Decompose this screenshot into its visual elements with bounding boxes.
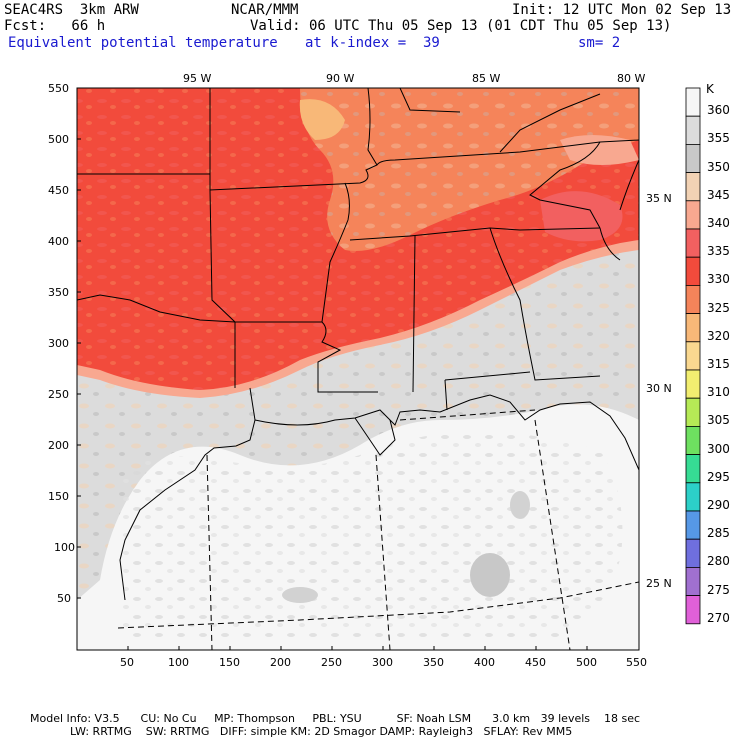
y-tick-label: 50 — [57, 592, 71, 605]
lon-label: 85 W — [472, 72, 501, 85]
colorbar-swatch — [685, 595, 701, 625]
colorbar-level-label: 310 — [707, 385, 730, 400]
smoothing: sm= 2 — [578, 35, 621, 51]
field-name: Equivalent potential temperature — [8, 35, 278, 51]
colorbar-level-label: 290 — [707, 497, 730, 512]
y-tick-label: 200 — [48, 439, 69, 452]
colorbar-level-label: 280 — [707, 554, 730, 569]
model-info-line2: LW: RRTMG SW: RRTMG DIFF: simple KM: 2D … — [70, 725, 573, 738]
y-tick-label: 100 — [54, 541, 75, 554]
colorbar-swatch — [685, 87, 701, 117]
colorbar-swatch — [685, 228, 701, 258]
axis-ticks — [77, 87, 588, 650]
lon-label: 95 W — [183, 72, 212, 85]
colorbar-swatch — [685, 256, 701, 286]
colorbar-level-label: 330 — [707, 272, 730, 287]
colorbar-level-label: 335 — [707, 244, 730, 259]
valid-time: Valid: 06 UTC Thu 05 Sep 13 (01 CDT Thu … — [250, 18, 672, 34]
colorbar-level-label: 345 — [707, 187, 730, 202]
colorbar-level-label: 300 — [707, 441, 730, 456]
colorbar-level-label: 295 — [707, 469, 730, 484]
colorbar-swatch — [685, 425, 701, 455]
colorbar-swatch — [685, 143, 701, 173]
colorbar-level-label: 355 — [707, 131, 730, 146]
x-tick-label: 550 — [626, 656, 647, 669]
lat-label: 35 N — [646, 192, 672, 205]
x-tick-label: 50 — [120, 656, 134, 669]
y-tick-label: 350 — [48, 286, 69, 299]
colorbar-level-label: 315 — [707, 356, 730, 371]
colorbar-unit: K — [706, 82, 714, 96]
colorbar-swatch — [685, 397, 701, 427]
organization: NCAR/MMM — [231, 2, 299, 18]
colorbar-swatch — [685, 369, 701, 399]
y-tick-label: 300 — [48, 337, 69, 350]
model-title: SEAC4RS 3km ARW — [4, 2, 139, 18]
colorbar-swatch — [685, 567, 701, 597]
state-and-coast-outlines — [77, 88, 639, 601]
x-tick-label: 500 — [576, 656, 597, 669]
plot-frame — [76, 87, 640, 651]
lat-label: 30 N — [646, 382, 672, 395]
y-tick-label: 250 — [48, 388, 69, 401]
x-tick-label: 250 — [321, 656, 342, 669]
colorbar-level-label: 350 — [707, 159, 730, 174]
y-tick-label: 400 — [48, 235, 69, 248]
colorbar-swatch — [685, 172, 701, 202]
colorbar-swatch — [685, 482, 701, 512]
lon-label: 80 W — [617, 72, 646, 85]
colorbar-swatch — [685, 454, 701, 484]
colorbar-level-label: 320 — [707, 328, 730, 343]
model-info-line1: Model Info: V3.5 CU: No Cu MP: Thompson … — [30, 712, 641, 725]
colorbar-swatch — [685, 538, 701, 568]
x-tick-label: 350 — [423, 656, 444, 669]
lat-lon-grid — [117, 409, 639, 650]
lat-label: 25 N — [646, 577, 672, 590]
colorbar — [685, 87, 701, 625]
colorbar-swatch — [685, 341, 701, 371]
colorbar-level-label: 305 — [707, 413, 730, 428]
x-tick-label: 400 — [474, 656, 495, 669]
x-tick-label: 150 — [219, 656, 240, 669]
x-tick-label: 300 — [372, 656, 393, 669]
colorbar-level-label: 360 — [707, 103, 730, 118]
x-tick-label: 450 — [525, 656, 546, 669]
colorbar-level-label: 325 — [707, 300, 730, 315]
colorbar-swatch — [685, 115, 701, 145]
colorbar-swatch — [685, 284, 701, 314]
colorbar-swatch — [685, 200, 701, 230]
x-tick-label: 100 — [168, 656, 189, 669]
y-tick-label: 450 — [48, 184, 69, 197]
level-index: at k-index = 39 — [305, 35, 440, 51]
colorbar-level-label: 275 — [707, 582, 730, 597]
colorbar-level-label: 285 — [707, 526, 730, 541]
colorbar-level-label: 340 — [707, 215, 730, 230]
colorbar-swatch — [685, 510, 701, 540]
theta-e-field — [77, 88, 639, 650]
y-tick-label: 550 — [48, 82, 69, 95]
lon-label: 90 W — [326, 72, 355, 85]
y-tick-label: 150 — [48, 490, 69, 503]
y-tick-label: 500 — [48, 133, 69, 146]
forecast-hour: Fcst: 66 h — [4, 18, 106, 34]
colorbar-level-label: 270 — [707, 610, 730, 625]
init-time: Init: 12 UTC Mon 02 Sep 13 — [512, 2, 732, 18]
x-tick-label: 200 — [270, 656, 291, 669]
colorbar-swatch — [685, 313, 701, 343]
